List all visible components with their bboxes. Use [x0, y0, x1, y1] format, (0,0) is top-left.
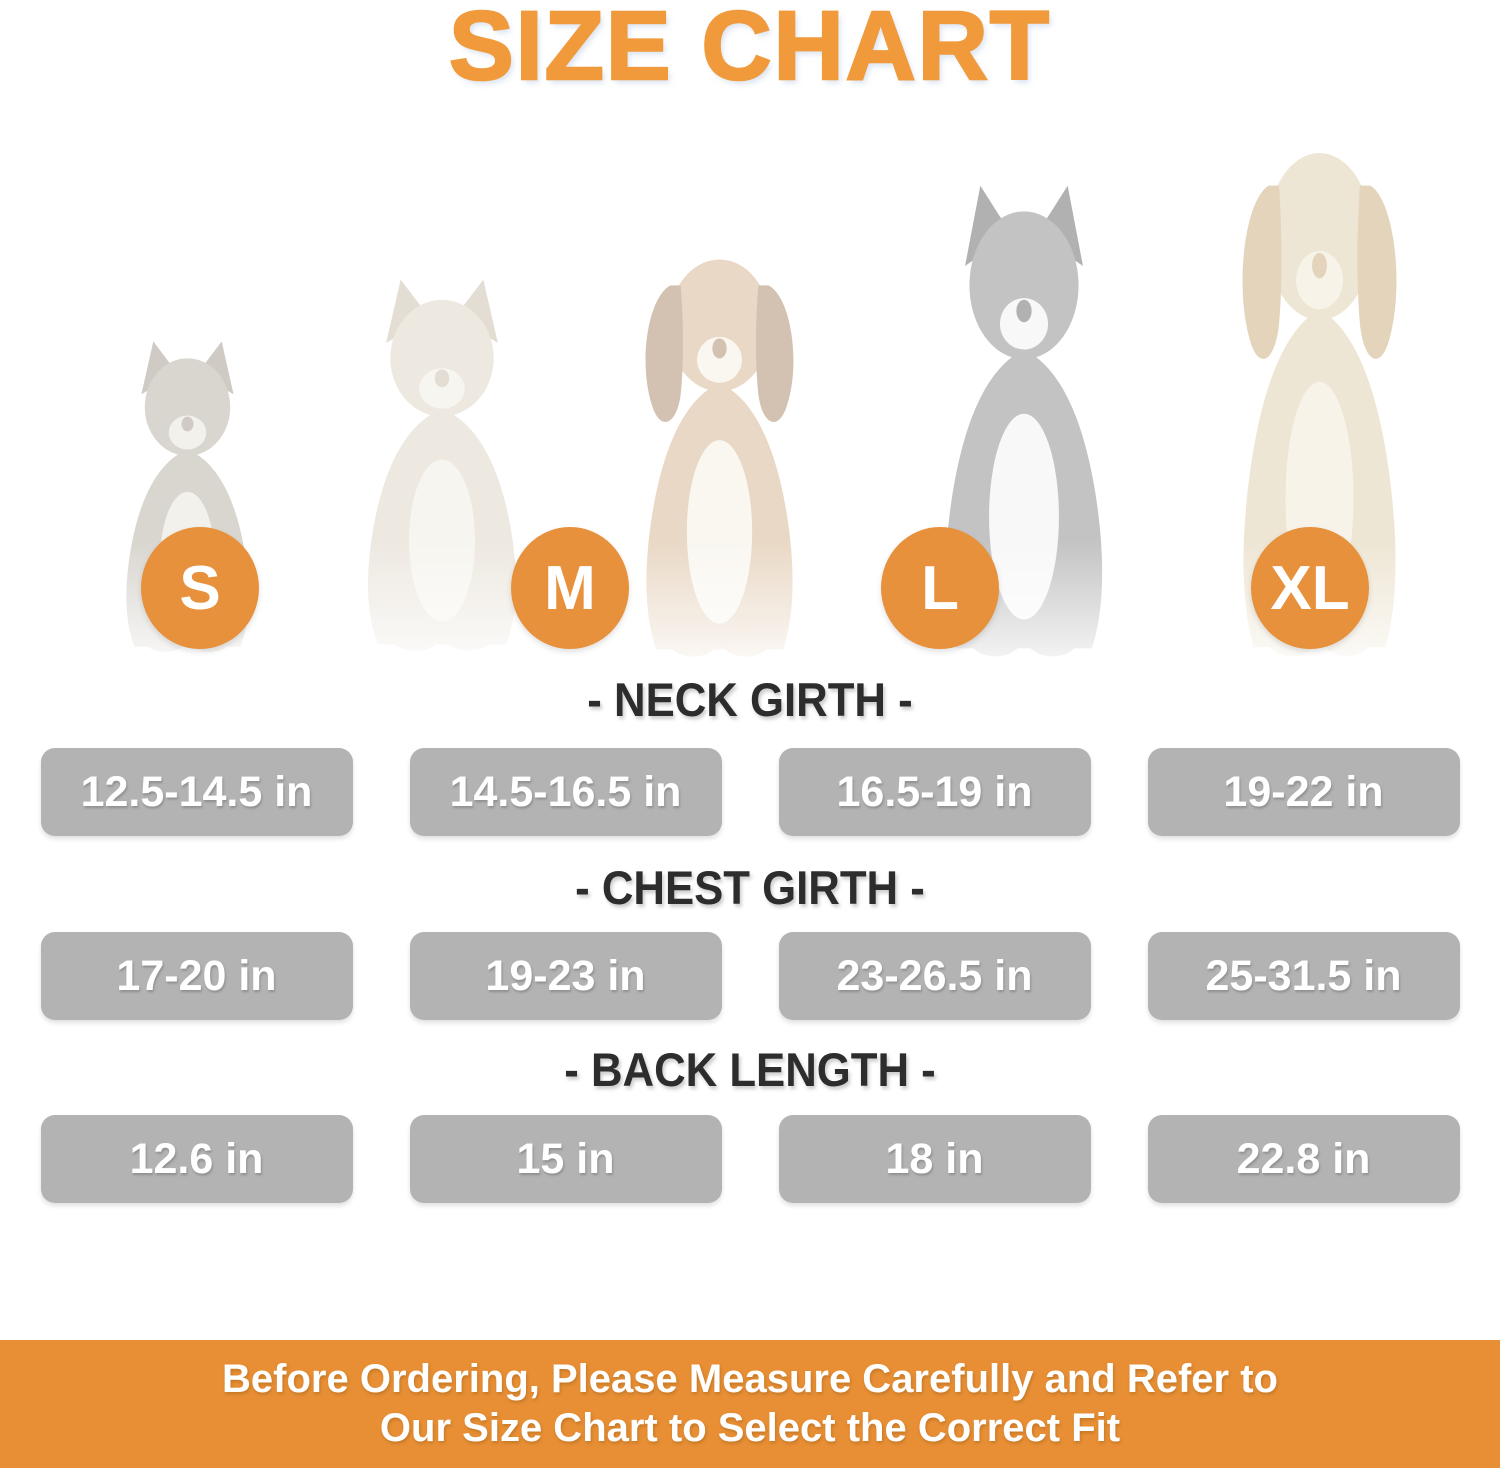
back-length-value-s: 12.6 in [40, 1115, 353, 1203]
footer-note-line2: Our Size Chart to Select the Correct Fit [379, 1406, 1121, 1450]
back-length-row: 12.6 in 15 in 18 in 22.8 in [0, 1115, 1500, 1203]
page-title: SIZE CHART [448, 0, 1051, 100]
footer-note-line1: Before Ordering, Please Measure Carefull… [222, 1357, 1278, 1401]
size-badge-xl: XL [1251, 527, 1369, 649]
size-badge-l: L [881, 527, 999, 649]
section-heading-chest-girth: - CHEST GIRTH - [575, 861, 925, 914]
back-length-value-m: 15 in [409, 1115, 722, 1203]
chest-girth-row: 17-20 in 19-23 in 23-26.5 in 25-31.5 in [0, 932, 1500, 1020]
chest-girth-value-l: 23-26.5 in [778, 932, 1091, 1020]
size-badge-m: M [511, 527, 629, 649]
back-length-value-xl: 22.8 in [1147, 1115, 1460, 1203]
neck-girth-value-xl: 19-22 in [1147, 748, 1460, 836]
chest-girth-value-s: 17-20 in [40, 932, 353, 1020]
chest-girth-value-m: 19-23 in [409, 932, 722, 1020]
footer-note: Before Ordering, Please Measure Carefull… [0, 1340, 1500, 1468]
chest-girth-value-xl: 25-31.5 in [1147, 932, 1460, 1020]
section-heading-neck-girth: - NECK GIRTH - [587, 673, 913, 726]
back-length-value-l: 18 in [778, 1115, 1091, 1203]
neck-girth-value-m: 14.5-16.5 in [409, 748, 722, 836]
neck-girth-row: 12.5-14.5 in 14.5-16.5 in 16.5-19 in 19-… [0, 748, 1500, 836]
size-badge-s: S [141, 527, 259, 649]
neck-girth-value-s: 12.5-14.5 in [40, 748, 353, 836]
section-heading-back-length: - BACK LENGTH - [564, 1043, 936, 1096]
neck-girth-value-l: 16.5-19 in [778, 748, 1091, 836]
